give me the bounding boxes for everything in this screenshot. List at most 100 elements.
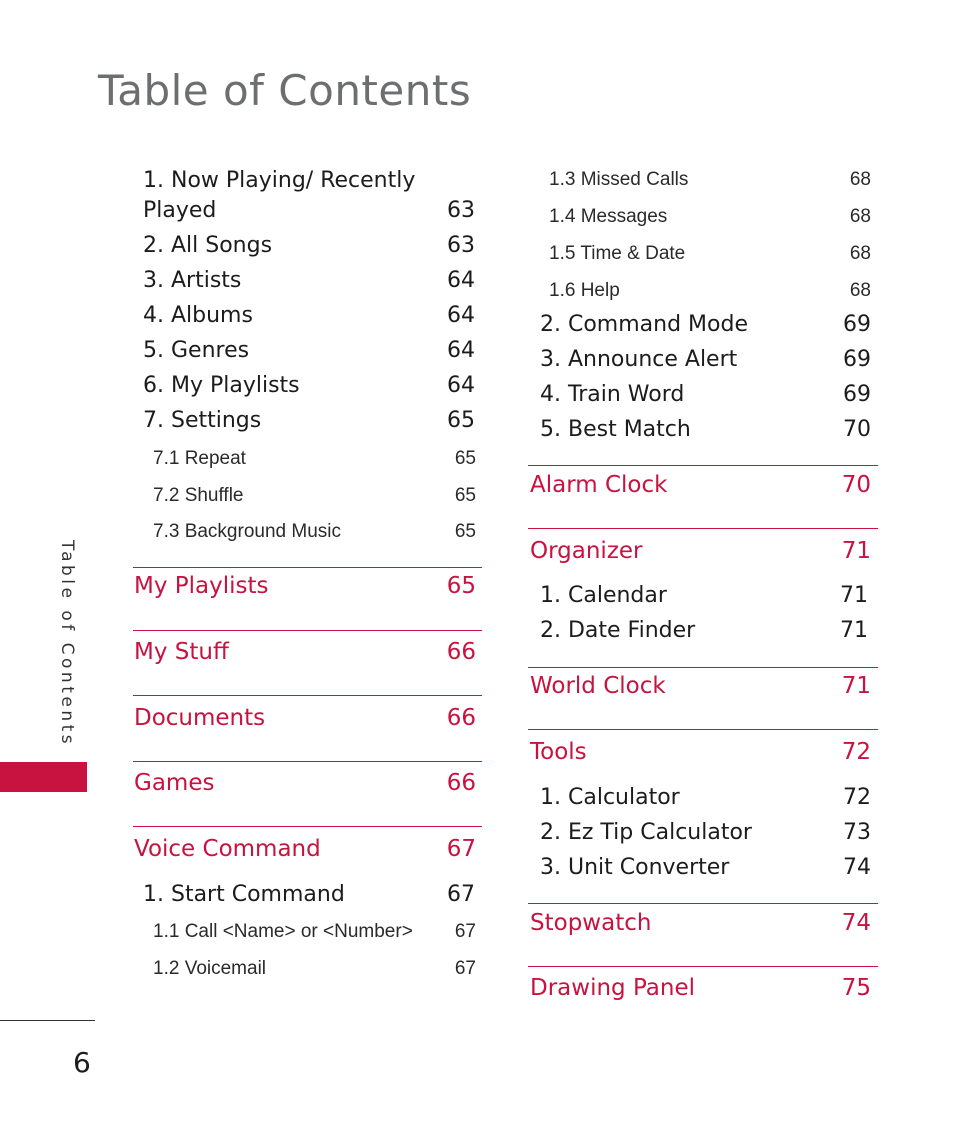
toc-item-label: 1. Start Command (143, 882, 345, 907)
toc-item-label: 3. Unit Converter (540, 855, 730, 880)
toc-section-label: Voice Command (134, 836, 321, 862)
toc-item-page: 70 (843, 417, 871, 442)
toc-item-page: 71 (840, 618, 868, 643)
toc-item-label: 4. Albums (143, 303, 253, 328)
toc-section-label: Documents (134, 705, 266, 731)
toc-item[interactable]: 6. My Playlists 64 (143, 373, 475, 398)
toc-section-voice-command[interactable]: Voice Command 67 (134, 836, 476, 862)
toc-item-page: 69 (843, 347, 871, 372)
section-divider (133, 761, 482, 762)
toc-section-drawing-panel[interactable]: Drawing Panel 75 (530, 975, 871, 1001)
toc-item-label: 2. All Songs (143, 233, 273, 258)
toc-item[interactable]: 2. Date Finder 71 (540, 618, 868, 643)
toc-subitem[interactable]: 1.5 Time & Date 68 (549, 243, 871, 265)
toc-item[interactable]: 3. Announce Alert 69 (540, 347, 871, 372)
toc-item-page: 64 (447, 373, 475, 398)
toc-subitem-page: 65 (454, 521, 476, 542)
toc-item-label: 7. Settings (143, 408, 262, 433)
toc-subitem-label: 7.2 Shuffle (153, 485, 244, 506)
toc-subitem[interactable]: 7.2 Shuffle 65 (153, 485, 476, 507)
toc-item-label: 2. Command Mode (540, 312, 748, 337)
toc-item[interactable]: 3. Artists 64 (143, 268, 475, 293)
section-divider (133, 826, 482, 827)
section-divider (133, 630, 482, 631)
toc-item[interactable]: 1. Calendar 71 (540, 583, 868, 608)
toc-subitem-label: 1.5 Time & Date (549, 243, 686, 264)
toc-section-games[interactable]: Games 66 (134, 770, 476, 796)
toc-section-page: 65 (446, 573, 476, 599)
section-divider (528, 966, 878, 967)
toc-section-label: My Playlists (134, 573, 269, 599)
toc-section-my-stuff[interactable]: My Stuff 66 (134, 639, 476, 665)
section-divider (133, 695, 482, 696)
page-title: Table of Contents (98, 66, 472, 115)
toc-section-page: 66 (446, 705, 476, 731)
toc-section-page: 75 (841, 975, 871, 1001)
toc-subitem[interactable]: 1.6 Help 68 (549, 280, 871, 302)
toc-section-label: Alarm Clock (530, 472, 668, 498)
toc-item[interactable]: 7. Settings 65 (143, 408, 475, 433)
toc-subitem-page: 68 (849, 280, 871, 301)
toc-section-page: 70 (841, 472, 871, 498)
toc-section-page: 66 (446, 770, 476, 796)
toc-section-label: Tools (530, 739, 587, 765)
toc-section-label: Games (134, 770, 215, 796)
toc-section-label: My Stuff (134, 639, 229, 665)
section-divider (528, 903, 878, 904)
toc-item[interactable]: 4. Albums 64 (143, 303, 475, 328)
toc-section-page: 71 (841, 673, 871, 699)
toc-section-label: Stopwatch (530, 910, 652, 936)
page-number: 6 (73, 1046, 91, 1079)
toc-subitem-page: 68 (849, 206, 871, 227)
toc-item[interactable]: 5. Best Match 70 (540, 417, 871, 442)
toc-item-page: 69 (843, 312, 871, 337)
toc-item-page: 63 (447, 233, 475, 258)
toc-subitem-page: 67 (454, 921, 476, 942)
toc-item-label: 3. Announce Alert (540, 347, 738, 372)
toc-section-world-clock[interactable]: World Clock 71 (530, 673, 871, 699)
toc-item-page: 64 (447, 268, 475, 293)
toc-section-page: 67 (446, 836, 476, 862)
toc-item[interactable]: 1. Start Command 67 (143, 882, 475, 907)
toc-subitem-label: 7.3 Background Music (153, 521, 341, 542)
toc-subitem[interactable]: 1.3 Missed Calls 68 (549, 169, 871, 191)
toc-subitem[interactable]: 1.4 Messages 68 (549, 206, 871, 228)
toc-item-page: 71 (840, 583, 868, 608)
toc-item-page: 64 (447, 303, 475, 328)
toc-section-stopwatch[interactable]: Stopwatch 74 (530, 910, 871, 936)
toc-item-page: 73 (843, 820, 871, 845)
toc-item[interactable]: 2. Ez Tip Calculator 73 (540, 820, 871, 845)
toc-item-page: 67 (447, 882, 475, 907)
toc-item[interactable]: 1. Calculator 72 (540, 785, 871, 810)
toc-subitem-label: 1.6 Help (549, 280, 620, 301)
toc-section-documents[interactable]: Documents 66 (134, 705, 476, 731)
toc-item[interactable]: 3. Unit Converter 74 (540, 855, 871, 880)
toc-item-label: 1. Calendar (540, 583, 667, 608)
toc-item[interactable]: 1. Now Playing/ Recently (143, 168, 475, 193)
toc-item[interactable]: 5. Genres 64 (143, 338, 475, 363)
toc-item[interactable]: 4. Train Word 69 (540, 382, 871, 407)
section-divider (528, 729, 878, 730)
toc-subitem[interactable]: 1.2 Voicemail 67 (153, 958, 476, 980)
toc-subitem[interactable]: 7.1 Repeat 65 (153, 448, 476, 470)
toc-section-my-playlists[interactable]: My Playlists 65 (134, 573, 476, 599)
toc-subitem-label: 1.1 Call <Name> or <Number> (153, 921, 413, 942)
toc-subitem-label: 1.3 Missed Calls (549, 169, 689, 190)
toc-item[interactable]: 2. All Songs 63 (143, 233, 475, 258)
toc-subitem-page: 65 (454, 448, 476, 469)
toc-subitem[interactable]: 1.1 Call <Name> or <Number> 67 (153, 921, 476, 943)
toc-subitem[interactable]: 7.3 Background Music 65 (153, 521, 476, 543)
toc-item[interactable]: 2. Command Mode 69 (540, 312, 871, 337)
toc-section-label: Organizer (530, 538, 643, 564)
toc-section-organizer[interactable]: Organizer 71 (530, 538, 871, 564)
toc-item-label: 3. Artists (143, 268, 242, 293)
toc-item-page: 65 (447, 408, 475, 433)
toc-item[interactable]: Played 63 (143, 198, 475, 223)
section-divider (528, 667, 878, 668)
toc-section-alarm-clock[interactable]: Alarm Clock 70 (530, 472, 871, 498)
toc-item-label: 2. Ez Tip Calculator (540, 820, 752, 845)
toc-section-page: 71 (841, 538, 871, 564)
toc-section-label: World Clock (530, 673, 666, 699)
toc-section-tools[interactable]: Tools 72 (530, 739, 871, 765)
